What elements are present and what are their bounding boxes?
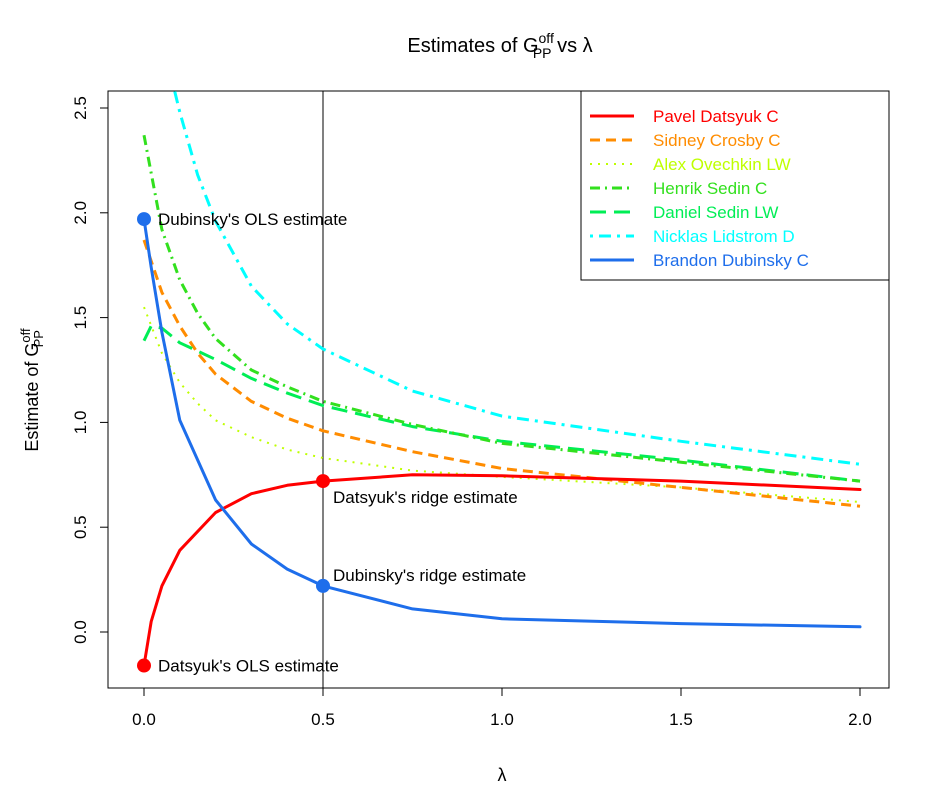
y-axis-label-sub: PP: [31, 330, 46, 347]
series-line-sidney-crosby: [142, 239, 861, 508]
x-tick-label: 0.0: [132, 710, 156, 729]
legend-label: Alex Ovechkin LW: [653, 155, 791, 174]
y-axis-label-main: Estimate of G: [22, 343, 42, 452]
legend-label: Pavel Datsyuk C: [653, 107, 779, 126]
y-tick-label: 0.0: [71, 620, 90, 644]
axes: 0.0 0.5 1.0 1.5 2.0 0.0 0.5 1.0 1.5 2.0 2.5: [71, 96, 872, 729]
chart-title-sup: off: [539, 30, 554, 46]
highlight-point: [137, 658, 151, 673]
legend-label: Brandon Dubinsky C: [653, 251, 809, 270]
x-axis-label: λ: [498, 765, 507, 785]
series-line-daniel-sedin: [142, 324, 861, 483]
series-line-nicklas-lidstrom: [173, 91, 861, 466]
y-axis-label: Estimate of GoffPP: [18, 328, 46, 452]
point-annotation: Datsyuk's OLS estimate: [158, 657, 339, 676]
legend-label: Daniel Sedin LW: [653, 203, 778, 222]
highlight-point: [137, 212, 151, 227]
highlight-point: [316, 578, 330, 593]
x-tick-label: 1.0: [490, 710, 514, 729]
highlight-point: [316, 474, 330, 489]
plot-frame: [107, 90, 890, 689]
legend: Pavel Datsyuk C Sidney Crosby C Alex Ovech…: [580, 90, 890, 281]
series-line-henrik-sedin: [142, 134, 861, 483]
legend-label: Nicklas Lidstrom D: [653, 227, 795, 246]
series-line-alex-ovechkin: [143, 306, 861, 503]
x-tick-label: 1.5: [669, 710, 693, 729]
y-tick-label: 2.5: [71, 96, 90, 120]
series-layer: [142, 91, 862, 667]
point-annotation: Dubinsky's ridge estimate: [333, 566, 526, 585]
series-line-brandon-dubinsky: [142, 217, 862, 629]
y-tick-label: 0.5: [71, 515, 90, 539]
point-annotation: Datsyuk's ridge estimate: [333, 488, 518, 507]
point-annotation: Dubinsky's OLS estimate: [158, 210, 347, 229]
y-axis-label-sup: off: [18, 328, 33, 343]
x-tick-label: 2.0: [848, 710, 872, 729]
y-tick-label: 1.5: [71, 306, 90, 330]
chart-title: Estimates of Goff PP vs λ: [407, 30, 592, 61]
legend-label: Henrik Sedin C: [653, 179, 767, 198]
points-layer: Dubinsky's OLS estimate Datsyuk's OLS est…: [137, 210, 526, 676]
y-tick-label: 2.0: [71, 201, 90, 225]
legend-label: Sidney Crosby C: [653, 131, 781, 150]
y-tick-label: 1.0: [71, 411, 90, 435]
series-line-pavel-datsyuk: [142, 473, 862, 667]
legend-box: [580, 90, 890, 281]
chart-title-main: Estimates of G: [407, 35, 538, 57]
chart-title-suffix: vs λ: [552, 35, 593, 57]
x-tick-label: 0.5: [311, 710, 335, 729]
chart-title-sub: PP: [533, 45, 552, 61]
